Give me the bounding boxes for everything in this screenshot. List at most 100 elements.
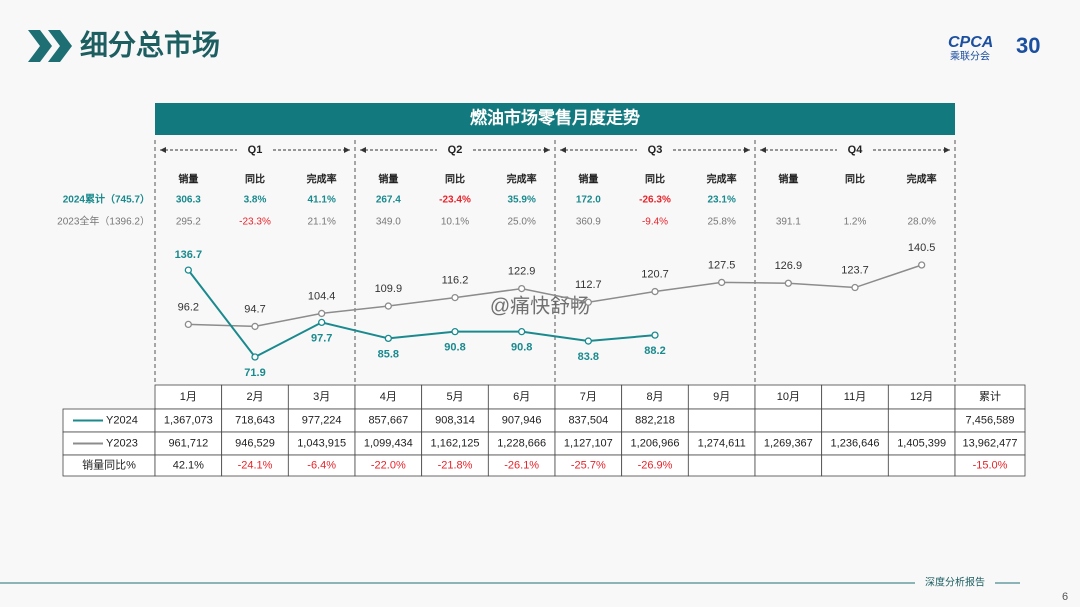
arrow-head [344,147,350,153]
table-cell [221,384,289,410]
summary-cell: 10.1% [441,217,469,228]
table-header: 7月 [580,391,597,403]
quarter-label: Q1 [248,144,263,156]
data-label: 126.9 [775,260,803,272]
data-label: 109.9 [375,283,403,295]
table-cell [621,384,689,410]
data-label: 90.8 [444,342,465,354]
summary-cell: 1.2% [844,217,867,228]
summary-cell: 3.8% [244,195,267,206]
legend-label: Y2023 [106,437,138,449]
arrow-head [160,147,166,153]
table-value: -26.1% [504,459,539,471]
table-value: -22.0% [371,459,406,471]
table-value: 857,667 [368,414,408,426]
series-line [188,264,922,328]
table-value: -21.8% [438,459,473,471]
column-header: 同比 [445,173,465,186]
legend-label: Y2024 [106,414,138,426]
point [384,302,392,310]
table-value: 1,405,399 [897,437,946,449]
table-header: 11月 [844,391,866,403]
arrow-head [544,147,550,153]
table-header: 12月 [910,391,933,403]
table-value: 907,946 [502,414,542,426]
summary-cell: -9.4% [642,217,668,228]
table-cell [954,454,1026,477]
data-label: 97.7 [311,332,332,344]
column-header: 完成率 [307,173,337,186]
table-cell [887,408,956,433]
page-number: 6 [1062,591,1068,603]
table-value: 882,218 [635,414,675,426]
summary-label: 2024累计（745.7） [63,193,150,206]
point [184,320,192,329]
footer-text: 深度分析报告 [925,576,985,589]
series-line [187,269,656,359]
column-header: 销量 [578,173,598,186]
chevron [48,30,72,62]
table-cell [821,408,889,433]
table-value: 1,236,646 [831,437,880,449]
point [318,318,326,327]
table-value: 1,043,915 [297,437,346,449]
point [451,328,459,336]
point [584,298,592,306]
table-value: 1,127,107 [564,437,613,449]
column-header: 完成率 [507,173,537,186]
table-value: 718,643 [235,414,275,426]
table-value: -26.9% [638,459,673,471]
table-value: 946,529 [235,437,275,449]
summary-cell: 391.1 [776,217,801,228]
quarter-label: Q3 [648,144,663,156]
table-value: -25.7% [571,459,606,471]
table-value: -15.0% [973,459,1008,471]
table-cell [821,384,889,410]
data-label: 94.7 [244,303,265,315]
table-value: 837,504 [568,414,608,426]
table-cell [287,384,356,410]
arrow-head [560,147,566,153]
column-header: 同比 [245,173,265,186]
table-value: 1,206,966 [631,437,680,449]
table-cell [487,384,556,410]
table-value: 1,274,611 [698,437,746,449]
summary-cell: 306.3 [176,195,201,206]
chart-title: 燃油市场零售月度走势 [470,107,640,127]
table-header: 4月 [380,391,397,403]
data-label: 71.9 [244,367,265,379]
point [918,261,926,269]
arrow-head [744,147,750,153]
point [851,283,859,292]
table-cell [687,408,756,433]
column-header: 同比 [845,173,865,186]
summary-cell: -23.4% [439,195,471,206]
arrow-head [760,147,766,153]
column-header: 销量 [778,173,798,186]
data-label: 104.4 [308,290,336,302]
data-label: 83.8 [578,351,599,363]
summary-cell: 25.0% [507,217,535,228]
summary-cell: 23.1% [707,195,735,206]
table-header: 2月 [246,391,263,403]
table-cell [754,408,823,433]
point [651,287,659,296]
table-value: 977,224 [302,414,342,426]
column-header: 同比 [645,173,665,186]
table-value: -24.1% [238,459,273,471]
table-header: 10月 [777,391,800,403]
data-label: 85.8 [378,348,399,360]
point [518,328,526,336]
table-value: -6.4% [307,459,336,471]
summary-cell: 267.4 [376,195,401,206]
summary-label: 2023全年（1396.2） [57,215,150,228]
data-label: 120.7 [641,268,669,280]
data-label: 112.7 [575,279,602,291]
data-label: 123.7 [841,264,869,276]
table-header: 3月 [313,391,330,403]
table-cell [421,384,489,410]
point [184,266,192,274]
data-label: 122.9 [508,266,536,278]
point [584,337,592,345]
point [251,353,259,361]
